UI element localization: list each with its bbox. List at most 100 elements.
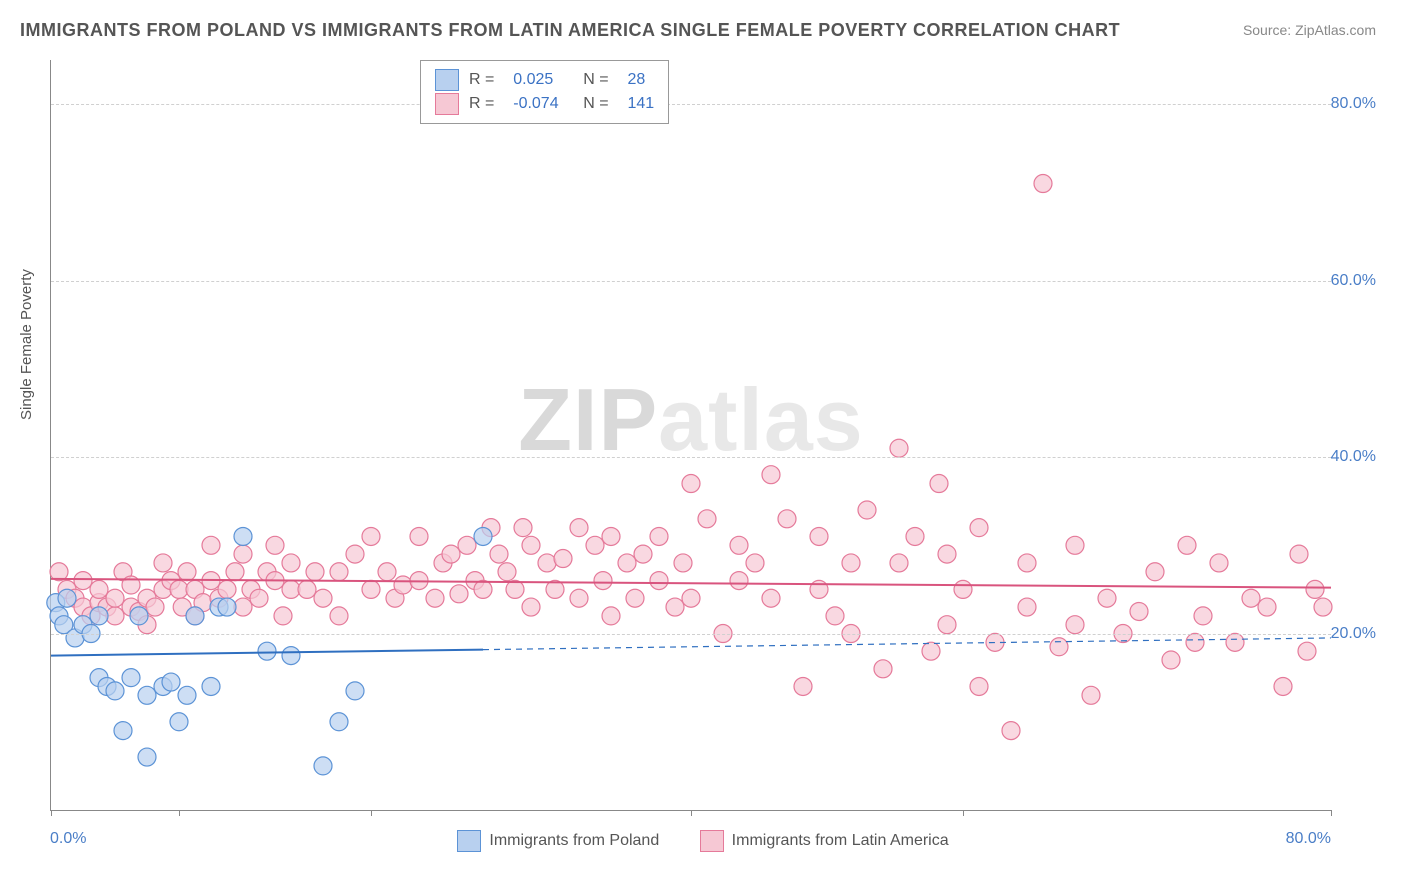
scatter-point — [362, 580, 380, 598]
chart-title: IMMIGRANTS FROM POLAND VS IMMIGRANTS FRO… — [20, 20, 1120, 41]
gridline — [51, 457, 1331, 458]
scatter-point — [1242, 589, 1260, 607]
scatter-point — [874, 660, 892, 678]
scatter-point — [330, 563, 348, 581]
x-tick-mark — [691, 810, 692, 816]
scatter-point — [730, 572, 748, 590]
scatter-point — [474, 580, 492, 598]
scatter-point — [730, 536, 748, 554]
gridline — [51, 634, 1331, 635]
scatter-point — [1066, 536, 1084, 554]
scatter-point — [954, 580, 972, 598]
scatter-point — [178, 563, 196, 581]
r-value-latin: -0.074 — [513, 95, 573, 113]
scatter-point — [938, 616, 956, 634]
y-tick-label: 40.0% — [1331, 448, 1376, 466]
scatter-point — [218, 580, 236, 598]
legend-item-latin: Immigrants from Latin America — [700, 830, 949, 852]
scatter-point — [762, 589, 780, 607]
scatter-point — [1226, 633, 1244, 651]
scatter-point — [1146, 563, 1164, 581]
scatter-point — [1162, 651, 1180, 669]
scatter-point — [330, 607, 348, 625]
scatter-point — [282, 554, 300, 572]
scatter-point — [666, 598, 684, 616]
n-label: N = — [583, 95, 617, 113]
scatter-point — [746, 554, 764, 572]
n-label: N = — [583, 71, 617, 89]
swatch-latin — [435, 93, 459, 115]
scatter-point — [394, 576, 412, 594]
scatter-point — [266, 536, 284, 554]
scatter-point — [298, 580, 316, 598]
scatter-point — [282, 580, 300, 598]
scatter-point — [650, 572, 668, 590]
scatter-point — [778, 510, 796, 528]
scatter-point — [130, 607, 148, 625]
scatter-point — [938, 545, 956, 563]
scatter-point — [1298, 642, 1316, 660]
scatter-point — [794, 677, 812, 695]
scatter-point — [1306, 580, 1324, 598]
scatter-point — [450, 585, 468, 603]
scatter-point — [842, 554, 860, 572]
x-tick-mark — [963, 810, 964, 816]
scatter-point — [1018, 554, 1036, 572]
x-tick-mark — [1331, 810, 1332, 816]
scatter-point — [1314, 598, 1332, 616]
scatter-point — [906, 527, 924, 545]
scatter-point — [234, 527, 252, 545]
x-tick-mark — [51, 810, 52, 816]
legend-row-latin: R = -0.074 N = 141 — [435, 93, 654, 115]
scatter-point — [458, 536, 476, 554]
legend-label-poland: Immigrants from Poland — [489, 832, 659, 850]
swatch-latin — [700, 830, 724, 852]
scatter-point — [146, 598, 164, 616]
scatter-point — [522, 536, 540, 554]
r-label: R = — [469, 71, 503, 89]
scatter-point — [234, 598, 252, 616]
scatter-point — [1186, 633, 1204, 651]
scatter-point — [506, 580, 524, 598]
scatter-point — [1258, 598, 1276, 616]
scatter-point — [514, 519, 532, 537]
scatter-point — [858, 501, 876, 519]
swatch-poland — [435, 69, 459, 91]
scatter-point — [890, 554, 908, 572]
scatter-point — [650, 527, 668, 545]
scatter-point — [226, 563, 244, 581]
scatter-point — [826, 607, 844, 625]
chart-svg — [51, 60, 1331, 810]
scatter-point — [810, 527, 828, 545]
source-credit: Source: ZipAtlas.com — [1243, 22, 1376, 38]
scatter-point — [1002, 722, 1020, 740]
r-label: R = — [469, 95, 503, 113]
r-value-poland: 0.025 — [513, 71, 573, 89]
scatter-point — [970, 519, 988, 537]
n-value-poland: 28 — [627, 71, 645, 89]
y-tick-label: 60.0% — [1331, 272, 1376, 290]
scatter-point — [138, 748, 156, 766]
scatter-point — [282, 647, 300, 665]
scatter-point — [122, 669, 140, 687]
series-legend: Immigrants from Poland Immigrants from L… — [0, 830, 1406, 857]
scatter-point — [594, 572, 612, 590]
scatter-point — [258, 642, 276, 660]
scatter-point — [314, 589, 332, 607]
scatter-point — [202, 677, 220, 695]
scatter-point — [186, 607, 204, 625]
scatter-point — [106, 682, 124, 700]
scatter-point — [362, 527, 380, 545]
scatter-point — [570, 519, 588, 537]
scatter-point — [330, 713, 348, 731]
scatter-point — [138, 686, 156, 704]
scatter-point — [58, 589, 76, 607]
correlation-legend: R = 0.025 N = 28 R = -0.074 N = 141 — [420, 60, 669, 124]
scatter-point — [170, 713, 188, 731]
x-tick-mark — [371, 810, 372, 816]
scatter-point — [274, 607, 292, 625]
scatter-point — [602, 607, 620, 625]
scatter-point — [762, 466, 780, 484]
scatter-point — [1178, 536, 1196, 554]
scatter-point — [930, 475, 948, 493]
